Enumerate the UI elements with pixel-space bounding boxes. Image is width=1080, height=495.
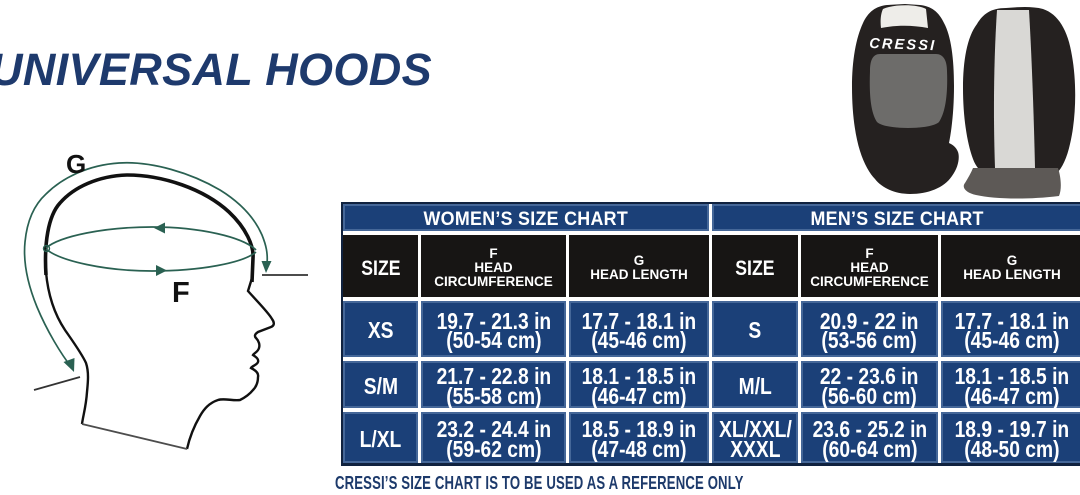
svg-text:CRESSI: CRESSI — [869, 36, 937, 54]
svg-text:G: G — [66, 149, 86, 179]
svg-text:F: F — [172, 277, 190, 309]
